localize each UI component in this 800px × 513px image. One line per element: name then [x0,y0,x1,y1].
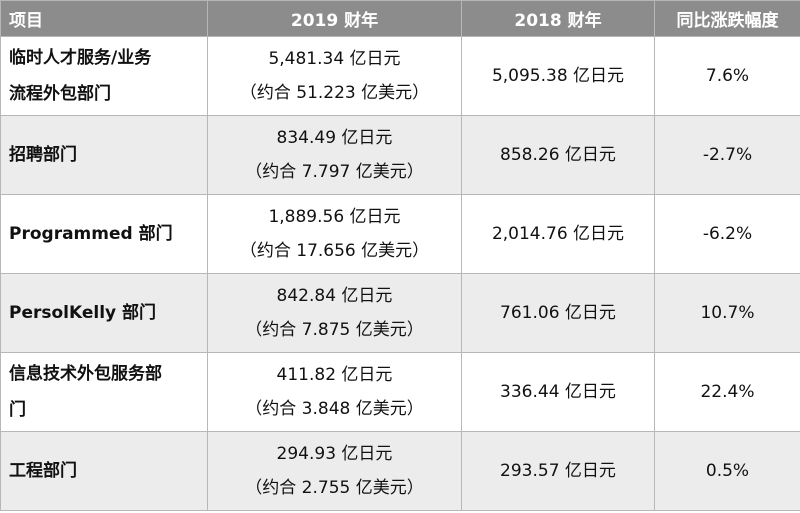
segment-name: 工程部门 [0,431,208,511]
segment-name-line: 工程部门 [9,461,77,481]
fy2018-value: 293.57 亿日元 [461,431,655,511]
segment-name-line: 门 [9,400,26,420]
segment-name-line: 招聘部门 [9,145,77,165]
fy2019-value: 1,889.56 亿日元 （约合 17.656 亿美元） [207,194,462,274]
header-item: 项目 [0,0,208,37]
fy2019-jpy: 834.49 亿日元 [276,128,393,148]
fy2019-jpy: 294.93 亿日元 [276,444,393,464]
segment-name: 招聘部门 [0,115,208,195]
fy2019-jpy: 842.84 亿日元 [276,286,393,306]
segment-name: PersolKelly 部门 [0,273,208,353]
header-fy2019: 2019 财年 [207,0,462,37]
yoy-change: 10.7% [654,273,800,353]
header-yoy-change: 同比涨跌幅度 [654,0,800,37]
yoy-change: 7.6% [654,36,800,116]
yoy-change: 0.5% [654,431,800,511]
fy2019-usd: （约合 7.875 亿美元） [245,320,424,340]
fy2019-value: 411.82 亿日元 （约合 3.848 亿美元） [207,352,462,432]
fy2019-value: 834.49 亿日元 （约合 7.797 亿美元） [207,115,462,195]
segment-name-line: Programmed 部门 [9,224,173,244]
fy2019-usd: （约合 2.755 亿美元） [245,478,424,498]
header-fy2018: 2018 财年 [461,0,655,37]
fy2018-value: 761.06 亿日元 [461,273,655,353]
table-row: 临时人才服务/业务 流程外包部门 5,481.34 亿日元 （约合 51.223 亿… [0,36,800,116]
fy2019-usd: （约合 3.848 亿美元） [245,399,424,419]
fy2019-value: 842.84 亿日元 （约合 7.875 亿美元） [207,273,462,353]
segment-name-line: PersolKelly 部门 [9,303,157,323]
fy2018-value: 336.44 亿日元 [461,352,655,432]
segment-name: Programmed 部门 [0,194,208,274]
table-row: 招聘部门 834.49 亿日元 （约合 7.797 亿美元） 858.26 亿日元… [0,115,800,195]
fy2019-usd: （约合 51.223 亿美元） [239,83,430,103]
fy2019-usd: （约合 7.797 亿美元） [245,162,424,182]
header-row: 项目 2019 财年 2018 财年 同比涨跌幅度 [0,0,800,37]
fy2018-value: 2,014.76 亿日元 [461,194,655,274]
fy2019-jpy: 411.82 亿日元 [276,365,393,385]
segment-name: 临时人才服务/业务 流程外包部门 [0,36,208,116]
segment-name-line: 流程外包部门 [9,84,111,104]
yoy-change: 22.4% [654,352,800,432]
fy2019-usd: （约合 17.656 亿美元） [239,241,430,261]
table-row: PersolKelly 部门 842.84 亿日元 （约合 7.875 亿美元） … [0,273,800,353]
fy2018-value: 858.26 亿日元 [461,115,655,195]
fy2019-value: 294.93 亿日元 （约合 2.755 亿美元） [207,431,462,511]
segment-name: 信息技术外包服务部门 [0,352,208,432]
fy2019-value: 5,481.34 亿日元 （约合 51.223 亿美元） [207,36,462,116]
table-row: 工程部门 294.93 亿日元 （约合 2.755 亿美元） 293.57 亿日元… [0,431,800,511]
yoy-change: -6.2% [654,194,800,274]
yoy-change: -2.7% [654,115,800,195]
table-row: Programmed 部门 1,889.56 亿日元 （约合 17.656 亿美元… [0,194,800,274]
segment-name-line: 信息技术外包服务部 [9,364,162,384]
fy2019-jpy: 5,481.34 亿日元 [268,49,401,69]
table-row: 信息技术外包服务部门 411.82 亿日元 （约合 3.848 亿美元） 336.… [0,352,800,432]
fy2018-value: 5,095.38 亿日元 [461,36,655,116]
segment-name-line: 临时人才服务/业务 [9,48,152,68]
fy2019-jpy: 1,889.56 亿日元 [268,207,401,227]
